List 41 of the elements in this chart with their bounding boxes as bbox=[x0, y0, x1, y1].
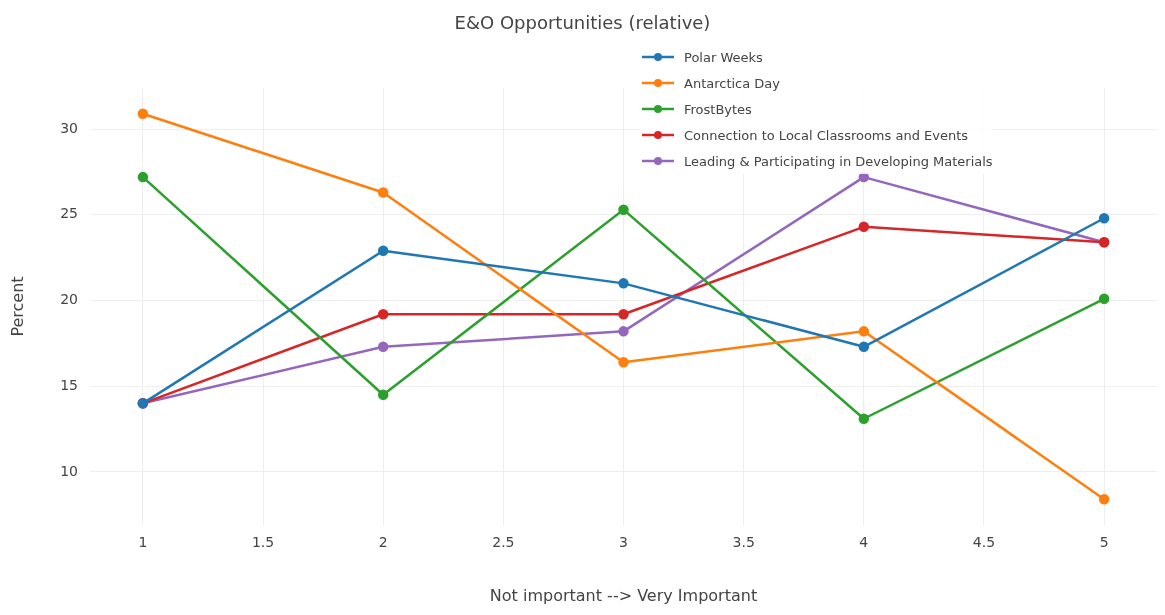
point bbox=[377, 308, 389, 320]
x-tick-label: 1.5 bbox=[251, 534, 275, 551]
x-tick-label: 4.5 bbox=[972, 534, 996, 551]
legend-label: Connection to Local Classrooms and Events bbox=[684, 127, 969, 143]
point bbox=[618, 204, 629, 215]
point bbox=[618, 356, 629, 368]
point bbox=[377, 341, 389, 353]
legend-label: Polar Weeks bbox=[684, 49, 763, 65]
x-tick-label: 2 bbox=[378, 534, 388, 551]
x-tick-label: 3.5 bbox=[732, 534, 755, 551]
point bbox=[137, 108, 149, 119]
y-tick-label: 25 bbox=[60, 205, 79, 222]
x-tick-label: 3 bbox=[619, 534, 628, 551]
y-tick-label: 30 bbox=[60, 119, 79, 136]
point bbox=[137, 171, 149, 183]
point bbox=[618, 308, 629, 320]
point bbox=[858, 221, 870, 233]
legend-label: Leading & Participating in Developing Materials bbox=[684, 153, 993, 169]
y-tick-label: 10 bbox=[60, 462, 79, 479]
point bbox=[618, 278, 629, 289]
point bbox=[1098, 212, 1110, 224]
point bbox=[377, 389, 389, 401]
point bbox=[377, 187, 389, 198]
point bbox=[618, 326, 629, 337]
y-tick-label: 20 bbox=[60, 291, 79, 308]
y-tick-label: 15 bbox=[60, 376, 79, 393]
legend-label: Antarctica Day bbox=[684, 75, 781, 91]
x-tick-label: 2.5 bbox=[492, 534, 515, 551]
x-tick-label: 4 bbox=[859, 534, 869, 551]
point bbox=[858, 341, 870, 353]
point bbox=[1098, 494, 1110, 505]
chart-title: E&O Opportunities (relative) bbox=[453, 12, 712, 33]
legend-label: FrostBytes bbox=[684, 101, 752, 117]
x-tick-label: 1 bbox=[138, 534, 148, 551]
x-axis-title: Not important --> Very Important bbox=[489, 585, 758, 605]
point bbox=[377, 245, 389, 257]
x-tick-label: 5 bbox=[1099, 534, 1109, 551]
y-axis-title: Percent bbox=[7, 276, 27, 337]
point bbox=[1098, 293, 1110, 305]
point bbox=[858, 413, 870, 424]
point bbox=[858, 326, 870, 337]
